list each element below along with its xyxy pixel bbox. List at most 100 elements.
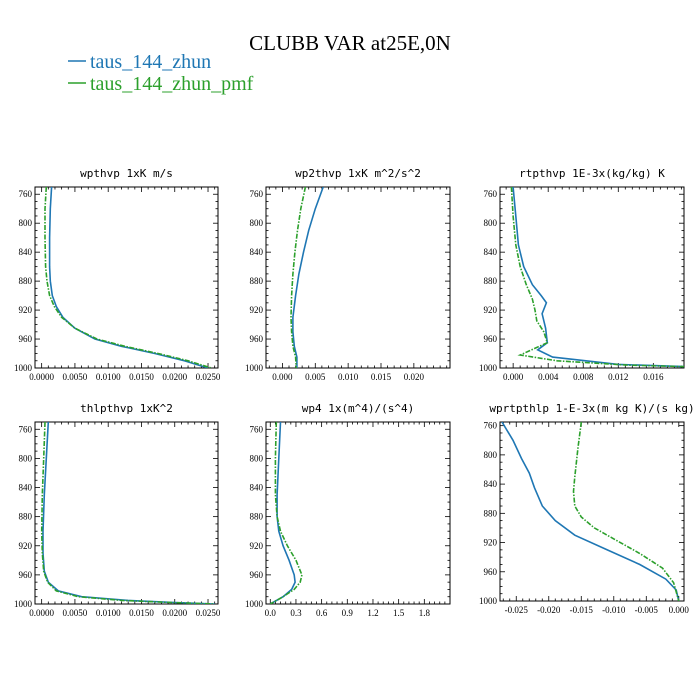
series-line-zhun bbox=[512, 187, 684, 368]
x-tick-label: 0.0250 bbox=[196, 608, 221, 618]
legend: taus_144_zhun taus_144_zhun_pmf bbox=[68, 51, 254, 95]
x-tick-label: -0.025 bbox=[505, 605, 529, 615]
y-tick-label: 800 bbox=[250, 218, 264, 228]
x-tick-label: -0.005 bbox=[635, 605, 659, 615]
panel-title: thlpthvp 1xK^2 bbox=[80, 402, 173, 415]
x-tick-label: -0.010 bbox=[602, 605, 626, 615]
y-tick-label: 960 bbox=[250, 334, 264, 344]
x-tick-label: 0.000 bbox=[669, 605, 690, 615]
y-tick-label: 760 bbox=[19, 189, 33, 199]
y-tick-label: 920 bbox=[19, 305, 33, 315]
y-tick-label: 880 bbox=[250, 276, 264, 286]
series-line-zhun-pmf bbox=[44, 187, 212, 368]
y-tick-label: 880 bbox=[19, 276, 33, 286]
x-tick-label: 0.0 bbox=[265, 608, 277, 618]
y-tick-label: 840 bbox=[19, 247, 33, 257]
panel-title: wp4 1x(m^4)/(s^4) bbox=[302, 402, 415, 415]
series-line-zhun-pmf bbox=[269, 422, 303, 604]
y-tick-label: 920 bbox=[484, 538, 498, 548]
panel-frame bbox=[265, 421, 451, 605]
series-line-zhun-pmf bbox=[40, 422, 215, 604]
y-tick-label: 1000 bbox=[479, 363, 498, 373]
legend-label-zhun: taus_144_zhun bbox=[90, 51, 211, 73]
panel-frame bbox=[265, 186, 451, 369]
chart-panel-5: wp4 1x(m^4)/(s^4)76080084088092096010000… bbox=[245, 402, 451, 618]
chart-panel-3: rtpthvp 1E-3x(kg/kg) K 760 800 840 880 920 960… bbox=[479, 167, 685, 382]
y-tick-label: 760 bbox=[484, 189, 498, 199]
panel-frame bbox=[499, 186, 685, 369]
series-line-zhun bbox=[501, 422, 680, 601]
y-tick-label: 960 bbox=[250, 570, 264, 580]
y-tick-label: 760 bbox=[250, 424, 264, 434]
panel-title: wp2thvp 1xK m^2/s^2 bbox=[295, 167, 421, 180]
y-tick-label: 760 bbox=[19, 424, 33, 434]
panel-frame bbox=[34, 421, 219, 605]
chart-panel-6: wprtpthlp 1-E-3x(m kg K)/(s kg) 760 800 840… bbox=[479, 402, 695, 615]
y-tick-label: 880 bbox=[250, 512, 264, 522]
x-tick-label: 0.010 bbox=[338, 372, 359, 382]
x-tick-label: 0.0150 bbox=[129, 372, 154, 382]
x-tick-label: 0.0150 bbox=[129, 608, 154, 618]
series-line-zhun bbox=[42, 422, 215, 604]
series-line-zhun-pmf bbox=[290, 187, 307, 368]
x-tick-label: 0.3 bbox=[290, 608, 302, 618]
y-tick-label: 840 bbox=[250, 247, 264, 257]
x-tick-label: 0.0100 bbox=[96, 372, 121, 382]
y-tick-label: 760 bbox=[484, 421, 498, 431]
x-tick-label: -0.015 bbox=[570, 605, 594, 615]
y-tick-label: 1000 bbox=[245, 599, 264, 609]
panel-frame bbox=[34, 186, 219, 369]
x-tick-label: 0.012 bbox=[608, 372, 628, 382]
x-tick-label: 0.004 bbox=[538, 372, 559, 382]
series-line-zhun bbox=[269, 422, 296, 604]
panel-title: wprtpthlp 1-E-3x(m kg K)/(s kg) bbox=[489, 402, 694, 415]
y-tick-label: 920 bbox=[250, 305, 264, 315]
x-tick-label: 0.008 bbox=[573, 372, 594, 382]
x-tick-label: 0.005 bbox=[305, 372, 326, 382]
series-line-zhun bbox=[292, 187, 324, 368]
x-tick-label: 0.0000 bbox=[29, 372, 54, 382]
x-tick-label: 0.020 bbox=[404, 372, 425, 382]
legend-label-zhun-pmf: taus_144_zhun_pmf bbox=[90, 73, 254, 95]
y-tick-label: 800 bbox=[250, 453, 264, 463]
figure-title: CLUBB VAR at25E,0N bbox=[249, 31, 451, 55]
x-tick-label: 1.5 bbox=[393, 608, 405, 618]
series-line-zhun-pmf bbox=[572, 422, 680, 601]
chart-panels: wpthvp 1xK m/s76080084088092096010000.00… bbox=[14, 167, 695, 618]
y-tick-label: 800 bbox=[484, 218, 498, 228]
y-tick-label: 880 bbox=[484, 276, 498, 286]
x-tick-label: 0.6 bbox=[316, 608, 328, 618]
x-tick-label: 0.000 bbox=[503, 372, 524, 382]
y-tick-label: 920 bbox=[19, 541, 33, 551]
y-tick-label: 880 bbox=[484, 508, 498, 518]
y-tick-label: 960 bbox=[19, 334, 33, 344]
x-tick-label: 0.0050 bbox=[63, 608, 88, 618]
y-tick-label: 800 bbox=[19, 218, 33, 228]
y-tick-label: 840 bbox=[19, 483, 33, 493]
series-line-zhun-pmf bbox=[510, 187, 684, 368]
y-tick-label: 960 bbox=[484, 334, 498, 344]
y-tick-label: 920 bbox=[484, 305, 498, 315]
chart-panel-2: wp2thvp 1xK m^2/s^2 760 800 840 880 920 960 100… bbox=[245, 167, 451, 382]
x-tick-label: 0.0200 bbox=[162, 372, 187, 382]
y-tick-label: 920 bbox=[250, 541, 264, 551]
y-tick-label: 840 bbox=[484, 247, 498, 257]
x-tick-label: 1.8 bbox=[419, 608, 431, 618]
y-tick-label: 760 bbox=[250, 189, 264, 199]
chart-panel-1: wpthvp 1xK m/s76080084088092096010000.00… bbox=[14, 167, 221, 382]
x-tick-label: 0.0050 bbox=[63, 372, 88, 382]
x-tick-label: 0.0100 bbox=[96, 608, 121, 618]
x-tick-label: 1.2 bbox=[367, 608, 378, 618]
y-tick-label: 800 bbox=[19, 453, 33, 463]
x-tick-label: 0.0250 bbox=[196, 372, 221, 382]
y-tick-label: 1000 bbox=[245, 363, 264, 373]
x-tick-label: 0.016 bbox=[643, 372, 664, 382]
x-tick-label: 0.0000 bbox=[29, 608, 54, 618]
y-tick-label: 800 bbox=[484, 450, 498, 460]
y-tick-label: 1000 bbox=[479, 596, 498, 606]
y-tick-label: 960 bbox=[484, 567, 498, 577]
panel-title: rtpthvp 1E-3x(kg/kg) K bbox=[519, 167, 665, 180]
y-tick-label: 1000 bbox=[14, 599, 33, 609]
x-tick-label: 0.0200 bbox=[162, 608, 187, 618]
